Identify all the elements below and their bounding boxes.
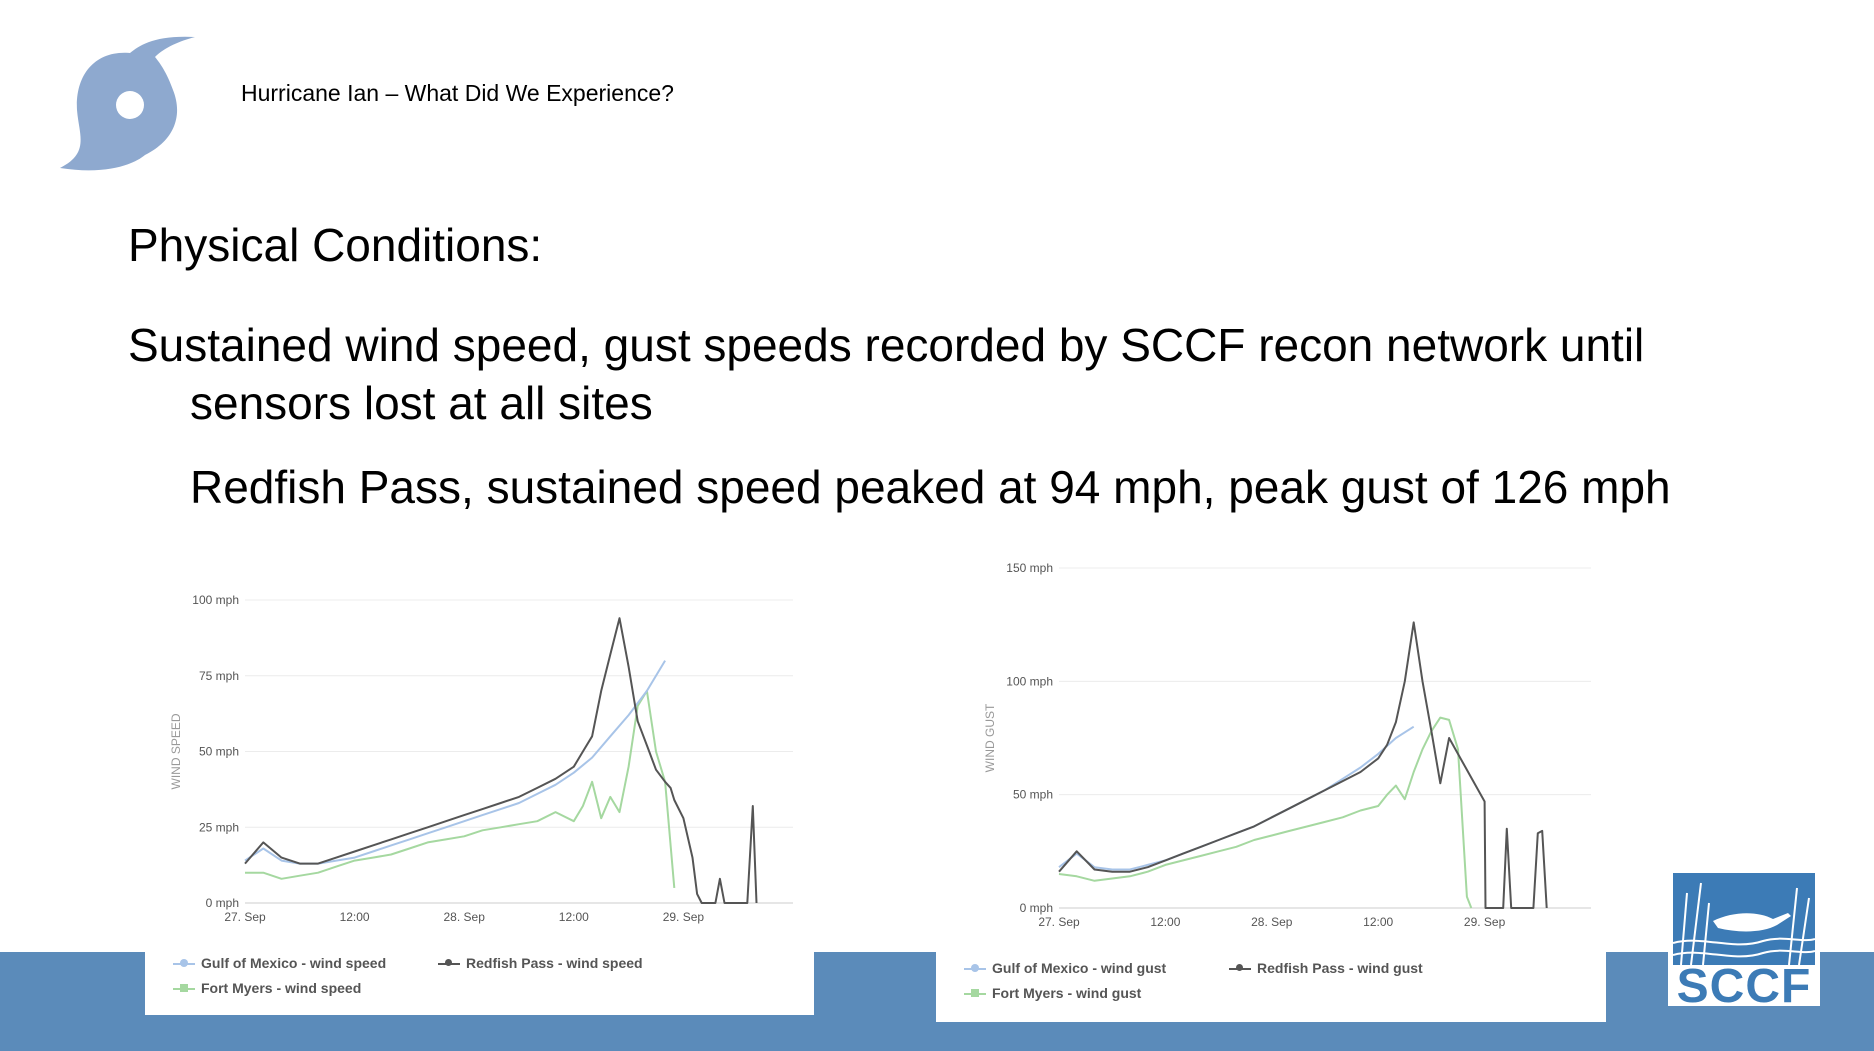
bullet-line-2: sensors lost at all sites <box>190 377 653 429</box>
y-axis-label: WIND SPEED <box>169 713 183 789</box>
legend-marker-icon <box>438 963 460 966</box>
y-tick-label: 150 mph <box>1006 561 1053 575</box>
wind-speed-plot: 0 mph 25 mph 50 mph 75 mph 100 mph WIND SPEED… <box>169 593 793 924</box>
series-line-1 <box>244 617 758 904</box>
legend-item[interactable]: Redfish Pass - wind speed <box>438 955 643 971</box>
slide-subtitle: Hurricane Ian – What Did We Experience? <box>241 80 674 106</box>
legend-label: Fort Myers - wind speed <box>201 980 362 996</box>
x-tick-label: 12:00 <box>1363 915 1393 929</box>
bullet-line-1: Sustained wind speed, gust speeds record… <box>128 319 1645 371</box>
legend-item[interactable]: Gulf of Mexico - wind gust <box>964 960 1166 976</box>
sccf-logo: SCCF <box>1668 869 1820 1013</box>
sccf-wordmark: SCCF <box>1676 960 1812 1013</box>
x-tick-label: 29. Sep <box>1464 915 1506 929</box>
y-tick-label: 50 mph <box>199 745 239 759</box>
y-tick-label: 50 mph <box>1013 788 1053 802</box>
x-tick-label: 28. Sep <box>1251 915 1293 929</box>
legend-marker-icon <box>964 964 986 973</box>
y-axis-label: WIND GUST <box>983 703 997 772</box>
y-tick-label: 0 mph <box>1020 901 1053 915</box>
legend-label: Gulf of Mexico - wind speed <box>201 955 387 971</box>
x-tick-label: 27. Sep <box>1038 915 1080 929</box>
legend-label: Redfish Pass - wind gust <box>1257 960 1423 976</box>
x-tick-label: 12:00 <box>340 910 370 924</box>
bullet-redfish-pass: Redfish Pass, sustained speed peaked at … <box>190 461 1671 513</box>
y-tick-label: 0 mph <box>206 896 239 910</box>
x-tick-label: 29. Sep <box>663 910 705 924</box>
legend-label: Gulf of Mexico - wind gust <box>992 960 1167 976</box>
x-tick-label: 12:00 <box>559 910 589 924</box>
wind-speed-chart: 0 mph 25 mph 50 mph 75 mph 100 mph WIND SPEED… <box>145 520 814 1015</box>
legend-label: Redfish Pass - wind speed <box>466 955 643 971</box>
y-tick-label: 100 mph <box>192 593 239 607</box>
legend-item[interactable]: Fort Myers - wind speed <box>173 980 361 996</box>
series-line-2 <box>245 689 676 888</box>
series-line-2 <box>1058 716 1473 909</box>
x-tick-label: 12:00 <box>1150 915 1180 929</box>
legend-marker-icon <box>1229 968 1251 971</box>
bullet-sustained-wind: Sustained wind speed, gust speeds record… <box>128 316 1768 432</box>
wind-gust-plot: 0 mph 50 mph 100 mph 150 mph WIND GUST 27. Se… <box>983 561 1591 929</box>
legend-marker-icon <box>173 984 195 993</box>
x-tick-label: 27. Sep <box>224 910 266 924</box>
legend-marker-icon <box>964 989 986 998</box>
legend-item[interactable]: Gulf of Mexico - wind speed <box>173 955 386 971</box>
hurricane-icon <box>60 36 195 171</box>
y-tick-label: 100 mph <box>1006 674 1053 688</box>
legend-label: Fort Myers - wind gust <box>992 985 1142 1001</box>
heron-marsh-icon <box>1673 873 1815 965</box>
y-tick-label: 75 mph <box>199 669 239 683</box>
wind-gust-chart: 0 mph 50 mph 100 mph 150 mph WIND GUST 27. Se… <box>936 552 1606 1022</box>
legend-marker-icon <box>173 959 195 968</box>
series-line-1 <box>1058 621 1548 909</box>
x-tick-label: 28. Sep <box>444 910 486 924</box>
slide-heading: Physical Conditions: <box>128 219 543 271</box>
series-line-0 <box>1058 725 1415 871</box>
legend-item[interactable]: Fort Myers - wind gust <box>964 985 1141 1001</box>
legend-item[interactable]: Redfish Pass - wind gust <box>1229 960 1423 976</box>
y-tick-label: 25 mph <box>199 820 239 834</box>
